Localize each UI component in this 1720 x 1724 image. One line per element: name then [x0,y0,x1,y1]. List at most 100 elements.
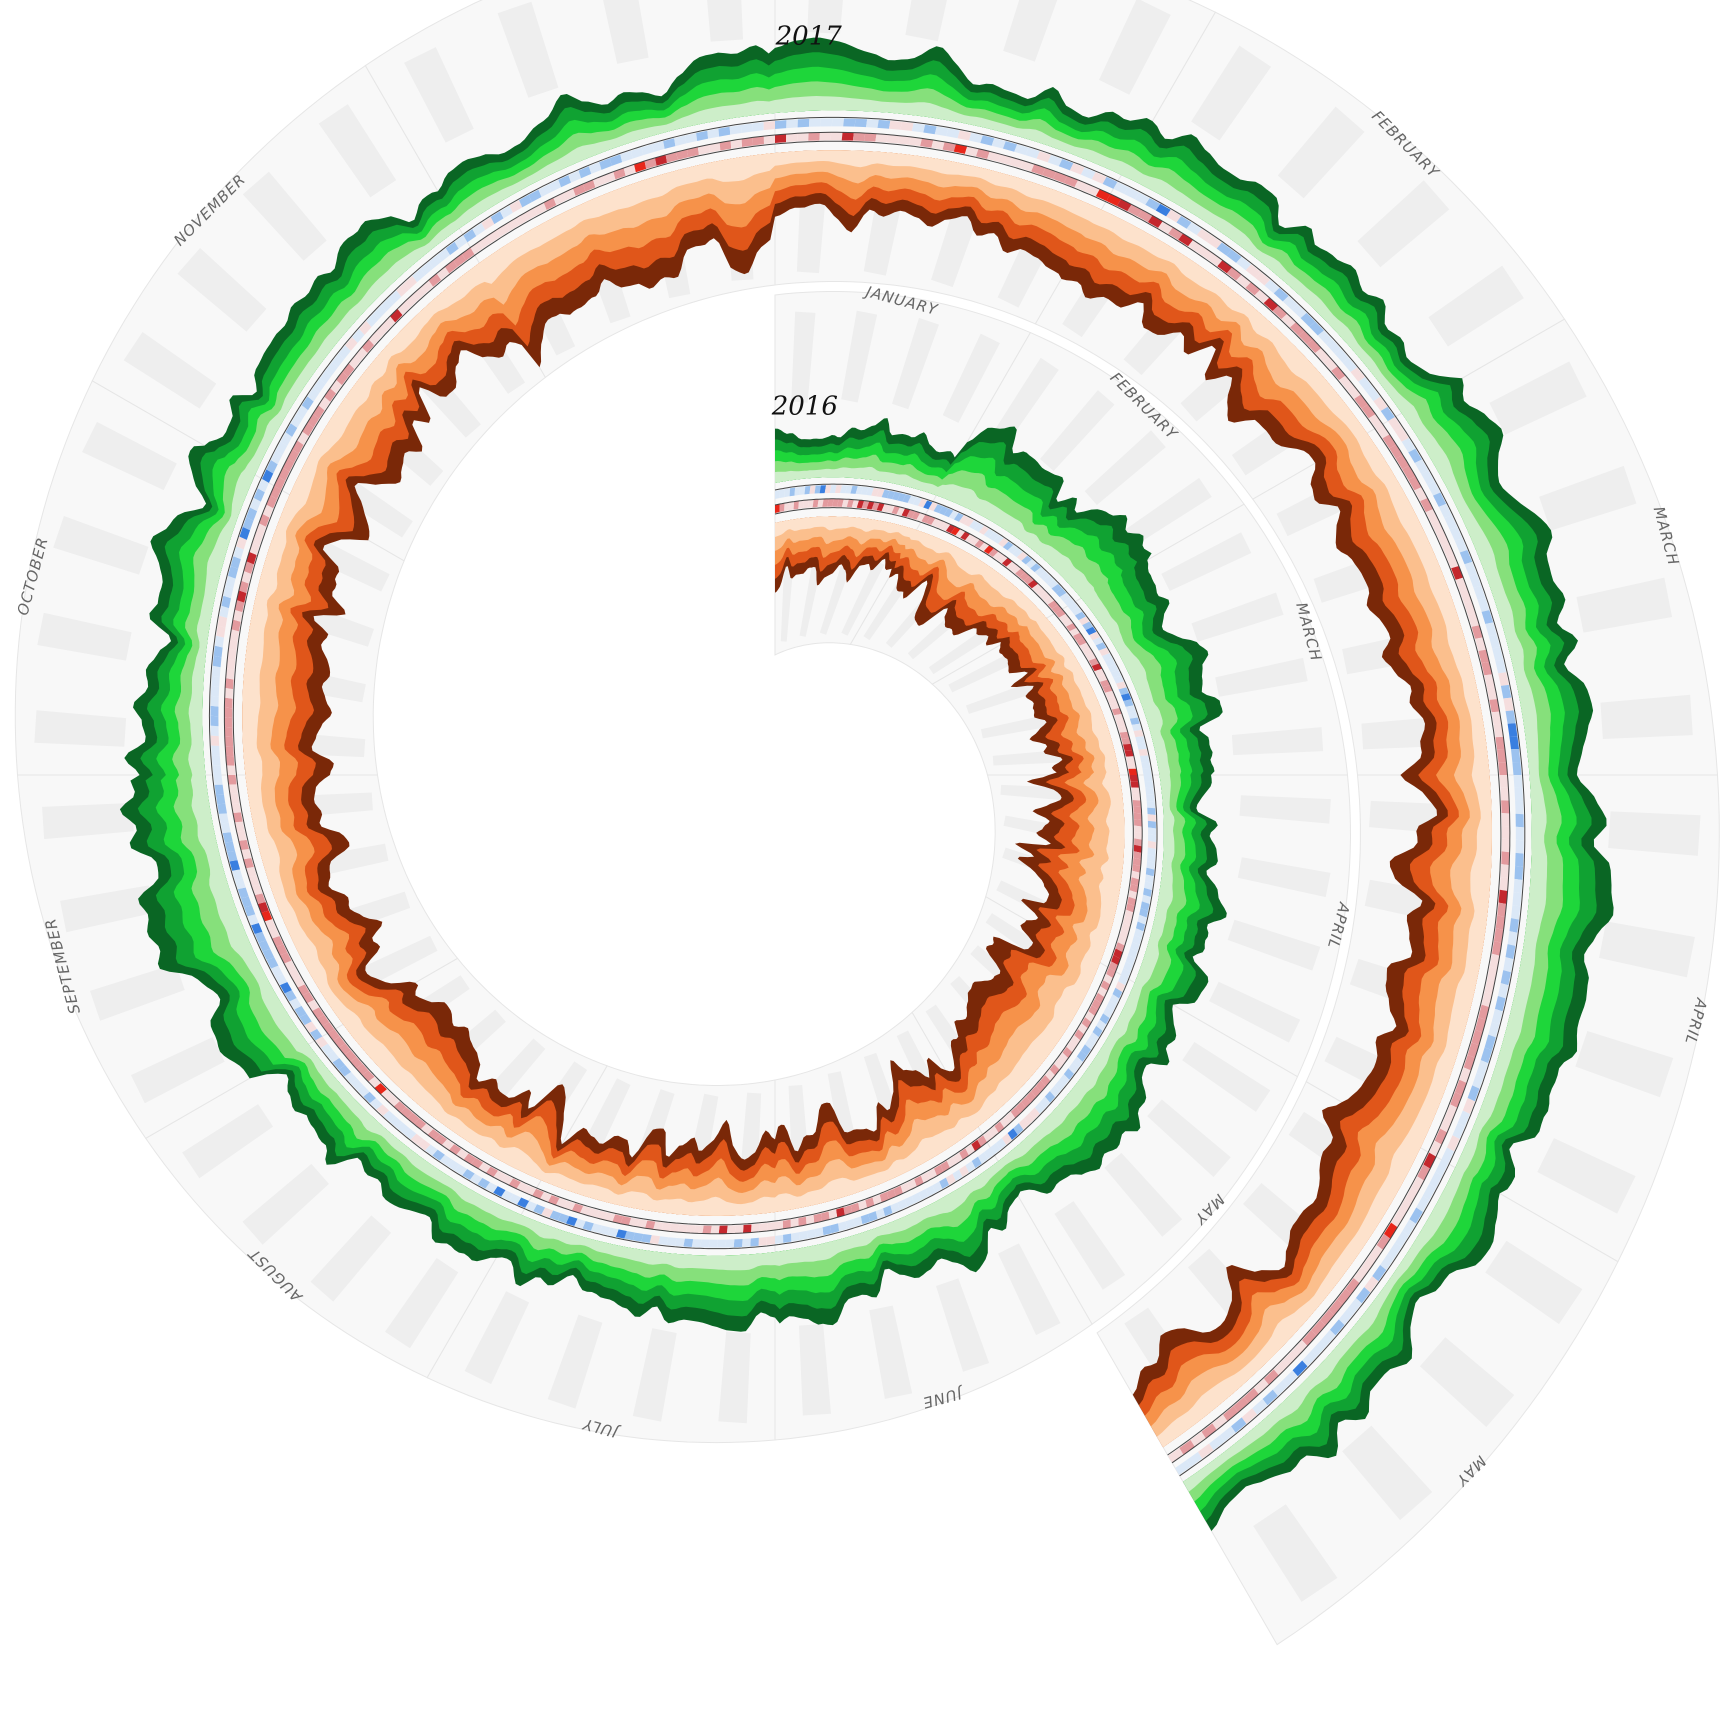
heat-cell [563,188,576,201]
heat-cell [1106,194,1122,206]
heat-cell [957,130,972,141]
heat-cell [213,775,223,785]
heat-cell [1485,622,1497,637]
heat-cell [1467,1085,1480,1102]
heat-cell [822,1225,832,1236]
heat-cell [1416,1195,1430,1212]
heat-cell [856,500,865,509]
heat-cell [953,512,964,522]
heat-cell [427,1129,441,1141]
heat-cell [775,134,787,143]
ring-line [223,131,1511,1464]
heat-cell [229,860,241,871]
heat-cell [1039,591,1051,601]
heat-cell [789,487,796,497]
heat-cell [812,499,819,508]
heat-cell [1216,242,1232,256]
heat-cell [1094,668,1105,677]
heat-cell [1272,305,1288,320]
heat-cell [279,982,292,994]
heat-cell [1320,1329,1336,1346]
heat-cell [448,1144,462,1156]
heat-cell [1047,579,1059,589]
heat-cell [234,600,245,613]
heat-cell [798,1216,807,1227]
heat-cell [920,138,934,148]
heat-cell [807,499,814,508]
heat-cell [1071,606,1083,616]
heat-cell [677,1224,688,1233]
heat-cell [1455,577,1468,592]
heat-cell [976,148,990,159]
heat-cell [1383,1222,1398,1239]
heat-cell [1492,647,1504,661]
heat-cell [763,121,775,131]
heat-cell [587,1208,600,1218]
heat-cell [1058,613,1070,623]
heat-cell [1128,948,1138,959]
heat-cell [344,1050,357,1062]
heat-cell [1147,814,1156,822]
heat-cell [1124,909,1134,920]
heat-cell [327,1029,340,1041]
heat-cell [1309,321,1324,336]
heat-cell [1148,827,1157,836]
heat-cell [1217,260,1233,274]
heat-cell [506,218,519,231]
heat-cell [866,119,879,128]
heat-cell [1334,348,1349,363]
heat-cell [1055,609,1066,618]
heat-cell [988,531,999,541]
heat-cell [941,522,951,531]
heat-cell [228,566,239,579]
heat-cell [501,1190,514,1201]
heat-cell [936,520,946,529]
heat-cell [500,205,513,219]
heat-cell [1132,793,1141,801]
heat-cell [1095,189,1111,201]
heat-cell [700,1239,710,1248]
heat-cell [963,517,974,527]
heat-cell [485,1182,498,1193]
heat-cell [1464,561,1477,576]
heat-cell [979,542,990,552]
heat-cell [242,517,254,531]
heat-cell [752,136,764,146]
heat-cell [809,485,816,494]
heat-cell [902,494,912,503]
heat-cell [901,508,911,517]
heat-cell [236,536,247,550]
heat-cell [382,316,396,330]
heat-cell [1484,979,1495,995]
heat-cell [519,194,532,208]
heat-cell [1433,492,1447,507]
heat-cell [1117,935,1127,946]
heat-cell [1014,144,1029,156]
heat-cell [1123,916,1133,926]
heat-cell [224,707,233,718]
heat-cell [1069,163,1085,175]
heat-cell [596,1210,608,1220]
heat-cell [412,268,426,283]
heat-cell [987,151,1001,162]
heat-cell [630,147,644,159]
heat-cell [1462,1097,1475,1114]
heat-cell [897,1199,908,1211]
week-bar [404,47,474,143]
heat-cell [381,297,394,312]
heat-cell [1123,699,1134,707]
heat-cell [413,1118,427,1130]
orange-band-level-3 [242,150,1492,1448]
heat-cell [932,1181,943,1193]
heat-cell [1166,209,1182,223]
heat-cell [665,152,678,163]
heat-cell [1155,203,1171,217]
heat-cell [324,388,337,402]
heat-cell [574,1218,586,1229]
week-bar [130,1037,225,1104]
heat-cell [251,884,263,896]
heat-cell [946,128,960,139]
heat-cell [916,512,926,522]
heat-cell [750,1237,759,1247]
